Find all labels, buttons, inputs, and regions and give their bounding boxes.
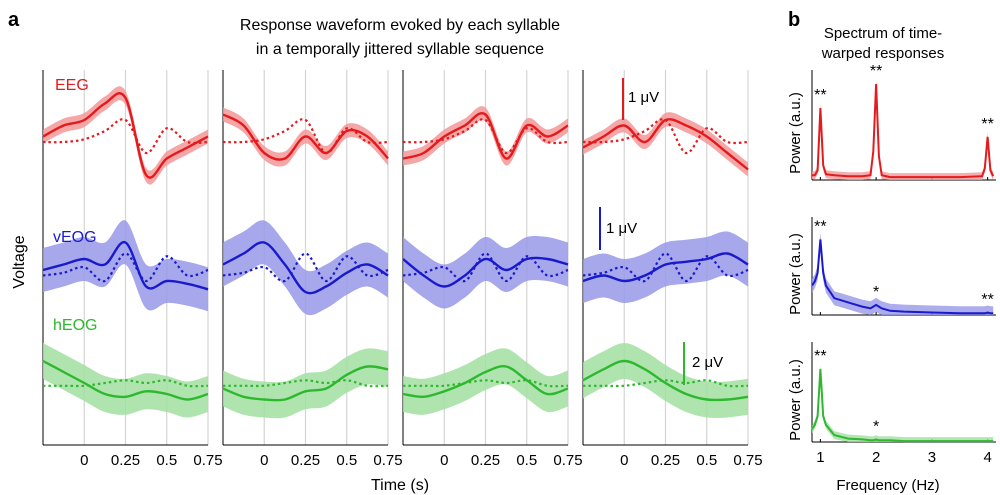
spectrum-line-heog: [811, 368, 994, 443]
solid-line-heog: [42, 359, 209, 401]
significance-marker: *: [873, 418, 879, 435]
subplot-b-veog: Power (a.u.)*** **: [787, 217, 996, 316]
spectrum-band-eeg: [812, 80, 994, 180]
significance-marker: **: [814, 218, 826, 235]
dotted-line-heog: [43, 379, 209, 388]
x-tick-label: 0: [440, 452, 448, 469]
panel-a-title-line1: Response waveform evoked by each syllabl…: [240, 17, 560, 34]
significance-marker: **: [981, 116, 993, 133]
significance-marker: *: [873, 284, 879, 301]
panel-a-ylabel: Voltage: [11, 235, 28, 288]
panel-b-xticks: 1 2 3 4: [816, 449, 992, 466]
scale-bar-eeg: 1 μV: [622, 78, 659, 120]
solid-line-heog: [402, 365, 569, 399]
solid-line-eeg: [222, 113, 389, 161]
panel-b-title-line2: warped responses: [821, 45, 945, 62]
x-tick-label: 0.75: [373, 452, 402, 469]
channel-label-veog: vEOG: [53, 229, 97, 246]
scale-bar-veog-label: 1 μV: [606, 220, 637, 237]
panel-a-xlabel: Time (s): [371, 477, 429, 494]
scale-bar-eeg-label: 1 μV: [628, 89, 659, 106]
ci-band-veog: [43, 220, 208, 312]
x-tick-label: 0.25: [471, 452, 500, 469]
x-tick-label: 0.5: [336, 452, 357, 469]
significance-marker: **: [981, 291, 993, 308]
panel-a-title-line2: in a temporally jittered syllable sequen…: [256, 41, 544, 58]
panel-b-xlabel: Frequency (Hz): [836, 477, 939, 494]
solid-line-veog: [402, 256, 569, 288]
significance-marker: **: [814, 87, 826, 104]
dotted-line-heog: [223, 379, 389, 388]
solid-line-heog: [582, 359, 749, 402]
significance-marker: **: [814, 348, 826, 365]
subplot-b-heog: Power (a.u.)***: [787, 342, 996, 443]
x-tick-label: 0.25: [651, 452, 680, 469]
ci-band-heog: [403, 348, 568, 415]
ci-band-veog: [583, 231, 748, 303]
x-tick-label: 0.5: [696, 452, 717, 469]
solid-line-eeg: [582, 118, 749, 171]
x-tick-label: 0.5: [516, 452, 537, 469]
solid-line-veog: [42, 241, 209, 291]
scale-bar-veog: 1 μV: [599, 207, 637, 250]
ci-band-veog: [403, 235, 568, 309]
ci-band-veog: [223, 220, 388, 316]
solid-line-heog: [222, 365, 389, 402]
spectrum-line-veog: [811, 239, 994, 315]
x-tick-label: 0.75: [733, 452, 762, 469]
scale-bar-heog: 2 μV: [683, 342, 723, 385]
ci-band-eeg: [583, 112, 748, 177]
scale-bar-heog-label: 2 μV: [692, 354, 723, 371]
x-tick-label: 1: [816, 449, 824, 466]
x-tick-label: 2: [872, 449, 880, 466]
x-tick-label: 4: [983, 449, 991, 466]
spectrum-band-heog: [812, 364, 994, 442]
x-tick-label: 0.75: [553, 452, 582, 469]
spectrum-band-veog: [812, 232, 994, 315]
solid-line-eeg: [402, 112, 569, 160]
subplot-b-eeg: Power (a.u.) ** ** **: [787, 63, 996, 181]
panel-b-ylabel: Power (a.u.): [787, 359, 804, 441]
panel-a-subplots: 0 0.25 0.5 0.75 0 0.25 0.5 0.75 0 0.25 0.5 0.75 0 0.2…: [42, 70, 763, 469]
x-tick-label: 3: [928, 449, 936, 466]
spectrum-line-eeg: [812, 83, 995, 179]
channel-label-heog: hEOG: [53, 317, 97, 334]
ci-band-eeg: [403, 106, 568, 166]
dotted-line-eeg: [42, 118, 209, 155]
significance-marker: **: [870, 63, 882, 80]
dotted-line-heog: [583, 379, 749, 388]
channel-label-eeg: EEG: [55, 77, 89, 94]
x-tick-label: 0: [80, 452, 88, 469]
subplot-a-3: 0 0.25 0.5 0.75: [402, 70, 583, 469]
x-tick-label: 0: [620, 452, 628, 469]
solid-line-veog: [222, 241, 389, 295]
panel-b-title-line1: Spectrum of time-: [824, 25, 942, 42]
x-tick-label: 0: [260, 452, 268, 469]
panel-b-ylabel: Power (a.u.): [787, 233, 804, 315]
solid-line-veog: [582, 252, 749, 283]
subplot-a-2: 0 0.25 0.5 0.75: [222, 70, 403, 469]
x-tick-label: 0.5: [156, 452, 177, 469]
ci-band-heog: [223, 348, 388, 419]
panel-b-ylabel: Power (a.u.): [787, 92, 804, 174]
panel-a-letter: a: [8, 9, 20, 31]
dotted-line-eeg: [402, 118, 569, 155]
panel-b-letter: b: [788, 9, 800, 31]
subplot-a-1: 0 0.25 0.5 0.75: [42, 70, 223, 469]
dotted-line-eeg: [222, 118, 389, 155]
subplot-a-4: 0 0.25 0.5 0.75: [582, 70, 763, 469]
x-tick-label: 0.75: [193, 452, 222, 469]
x-tick-label: 0.25: [111, 452, 140, 469]
solid-line-eeg: [42, 92, 209, 179]
dotted-line-heog: [403, 379, 569, 388]
x-tick-label: 0.25: [291, 452, 320, 469]
panel-b-subplots: Power (a.u.) ******Power (a.u.)*** **Power…: [787, 63, 996, 466]
